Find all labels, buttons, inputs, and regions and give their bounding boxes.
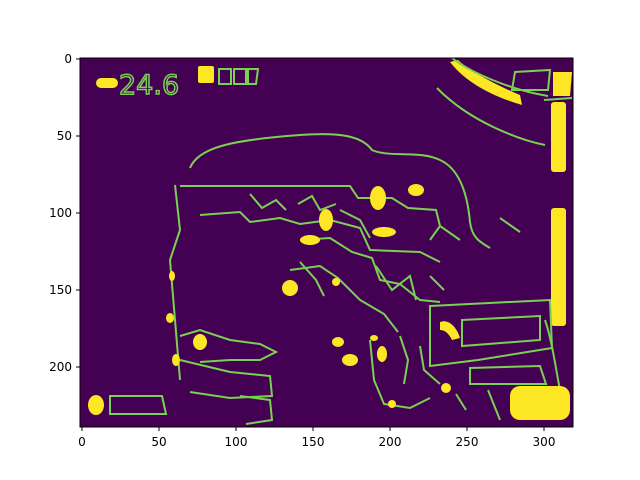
yellow-blob <box>440 321 460 340</box>
yellow-blob <box>372 227 396 237</box>
edge-contour <box>436 87 546 146</box>
edge-contour <box>168 184 182 381</box>
y-tick-label: 200 <box>49 360 72 374</box>
y-tick-label: 50 <box>57 129 72 143</box>
yellow-blobs <box>88 184 570 420</box>
edge-contour <box>179 328 279 363</box>
edge-contour <box>249 193 337 212</box>
edge-contour <box>180 185 461 241</box>
yellow-blob <box>551 102 566 172</box>
axes-frame <box>79 57 574 428</box>
edge-contour <box>239 395 274 425</box>
edge-contour <box>543 97 573 391</box>
yellow-blob <box>388 400 396 408</box>
x-tick-label: 200 <box>379 435 402 449</box>
x-tick-label: 100 <box>225 435 248 449</box>
yellow-blob <box>169 271 175 281</box>
y-tick-label: 100 <box>49 206 72 220</box>
yellow-blob <box>282 280 298 296</box>
edge-contour <box>199 210 441 263</box>
y-tick-labels: 0 50 100 150 200 <box>49 52 72 374</box>
x-tick-label: 0 <box>78 435 86 449</box>
edge-contour <box>461 314 541 348</box>
edge-contour <box>289 264 399 333</box>
plot-area: 24.6 <box>80 57 573 427</box>
yellow-blob <box>370 335 378 341</box>
yellow-blob <box>441 383 451 393</box>
yellow-blob <box>319 209 333 231</box>
edge-contour <box>109 395 168 415</box>
edge-contour <box>455 389 501 421</box>
y-tick-label: 0 <box>64 52 72 66</box>
edge-contour <box>369 339 431 410</box>
image-background <box>80 58 573 427</box>
central-region <box>109 133 554 425</box>
yellow-blob <box>408 184 424 196</box>
yellow-blob <box>510 386 570 420</box>
yellow-blob <box>166 313 174 323</box>
edge-contour <box>399 335 441 385</box>
edge-contour <box>469 364 548 385</box>
x-tick-label: 150 <box>302 435 325 449</box>
edge-contour <box>510 68 552 91</box>
embedded-number: 24.6 <box>119 70 179 101</box>
top-left-text-region: 24.6 <box>96 66 260 102</box>
edge-contour <box>189 133 491 249</box>
yellow-blob <box>553 72 572 96</box>
edge-contour <box>299 209 371 297</box>
x-tick-label: 300 <box>533 435 556 449</box>
top-right-region <box>436 57 573 391</box>
yellow-blob <box>332 278 340 286</box>
y-axis <box>76 58 80 368</box>
yellow-blob <box>88 395 104 415</box>
x-tick-label: 250 <box>456 435 479 449</box>
yellow-blob <box>193 334 207 350</box>
edge-contour <box>375 265 445 301</box>
yellow-blob <box>332 337 344 347</box>
yellow-blob <box>377 346 387 362</box>
yellow-blob <box>96 78 118 88</box>
yellow-blob <box>450 60 522 105</box>
edge-contour <box>429 298 554 368</box>
y-tick-label: 150 <box>49 283 72 297</box>
edge-contour <box>179 359 274 400</box>
yellow-blob <box>342 354 358 366</box>
edge-contour <box>451 57 549 97</box>
yellow-blob <box>198 66 214 83</box>
x-tick-labels: 0 50 100 150 200 250 300 <box>78 435 555 449</box>
x-tick-label: 50 <box>151 435 166 449</box>
edge-contour <box>299 236 441 303</box>
yellow-blob <box>551 208 566 326</box>
edge-contour <box>429 217 521 241</box>
yellow-blob <box>172 354 180 366</box>
x-axis <box>81 427 545 431</box>
yellow-blob <box>300 235 320 245</box>
yellow-blob <box>370 186 386 210</box>
edge-contour <box>218 68 260 85</box>
